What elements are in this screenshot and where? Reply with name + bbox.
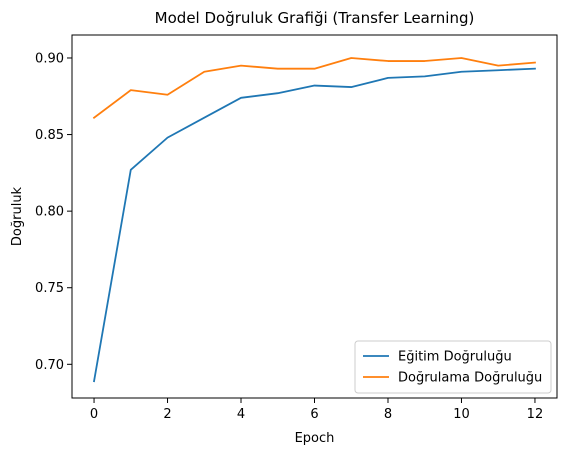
x-tick-label: 6 — [310, 407, 318, 422]
y-tick-label: 0.80 — [35, 205, 64, 220]
x-tick-label: 12 — [527, 407, 544, 422]
series-line-1 — [92, 57, 536, 119]
x-tick-label: 4 — [237, 407, 245, 422]
x-tick-label: 2 — [163, 407, 171, 422]
x-tick-label: 8 — [384, 407, 392, 422]
x-axis-label: Epoch — [295, 431, 335, 446]
x-tick-label: 10 — [453, 407, 470, 422]
plot-frame — [71, 34, 558, 399]
y-tick-label: 0.75 — [35, 281, 64, 296]
ticks-layer: 0 2 4 6 8 10 12 0.70 0.75 0.80 0.85 0.90 — [35, 51, 543, 422]
legend-box — [354, 340, 552, 394]
y-tick-label: 0.85 — [35, 128, 64, 143]
legend-label-0: Eğitim Doğruluğu — [398, 350, 512, 365]
y-axis-label: Doğruluk — [10, 186, 25, 246]
series-line-0 — [93, 67, 536, 383]
legend-label-1: Doğrulama Doğruluğu — [398, 371, 542, 386]
y-tick-label: 0.90 — [35, 51, 64, 66]
legend: Eğitim Doğruluğu Doğrulama Doğruluğu — [354, 340, 552, 394]
y-tick-label: 0.70 — [35, 358, 64, 373]
chart-title: Model Doğruluk Grafiği (Transfer Learnin… — [155, 9, 475, 27]
series-layer — [92, 57, 536, 383]
x-tick-label: 0 — [90, 407, 98, 422]
